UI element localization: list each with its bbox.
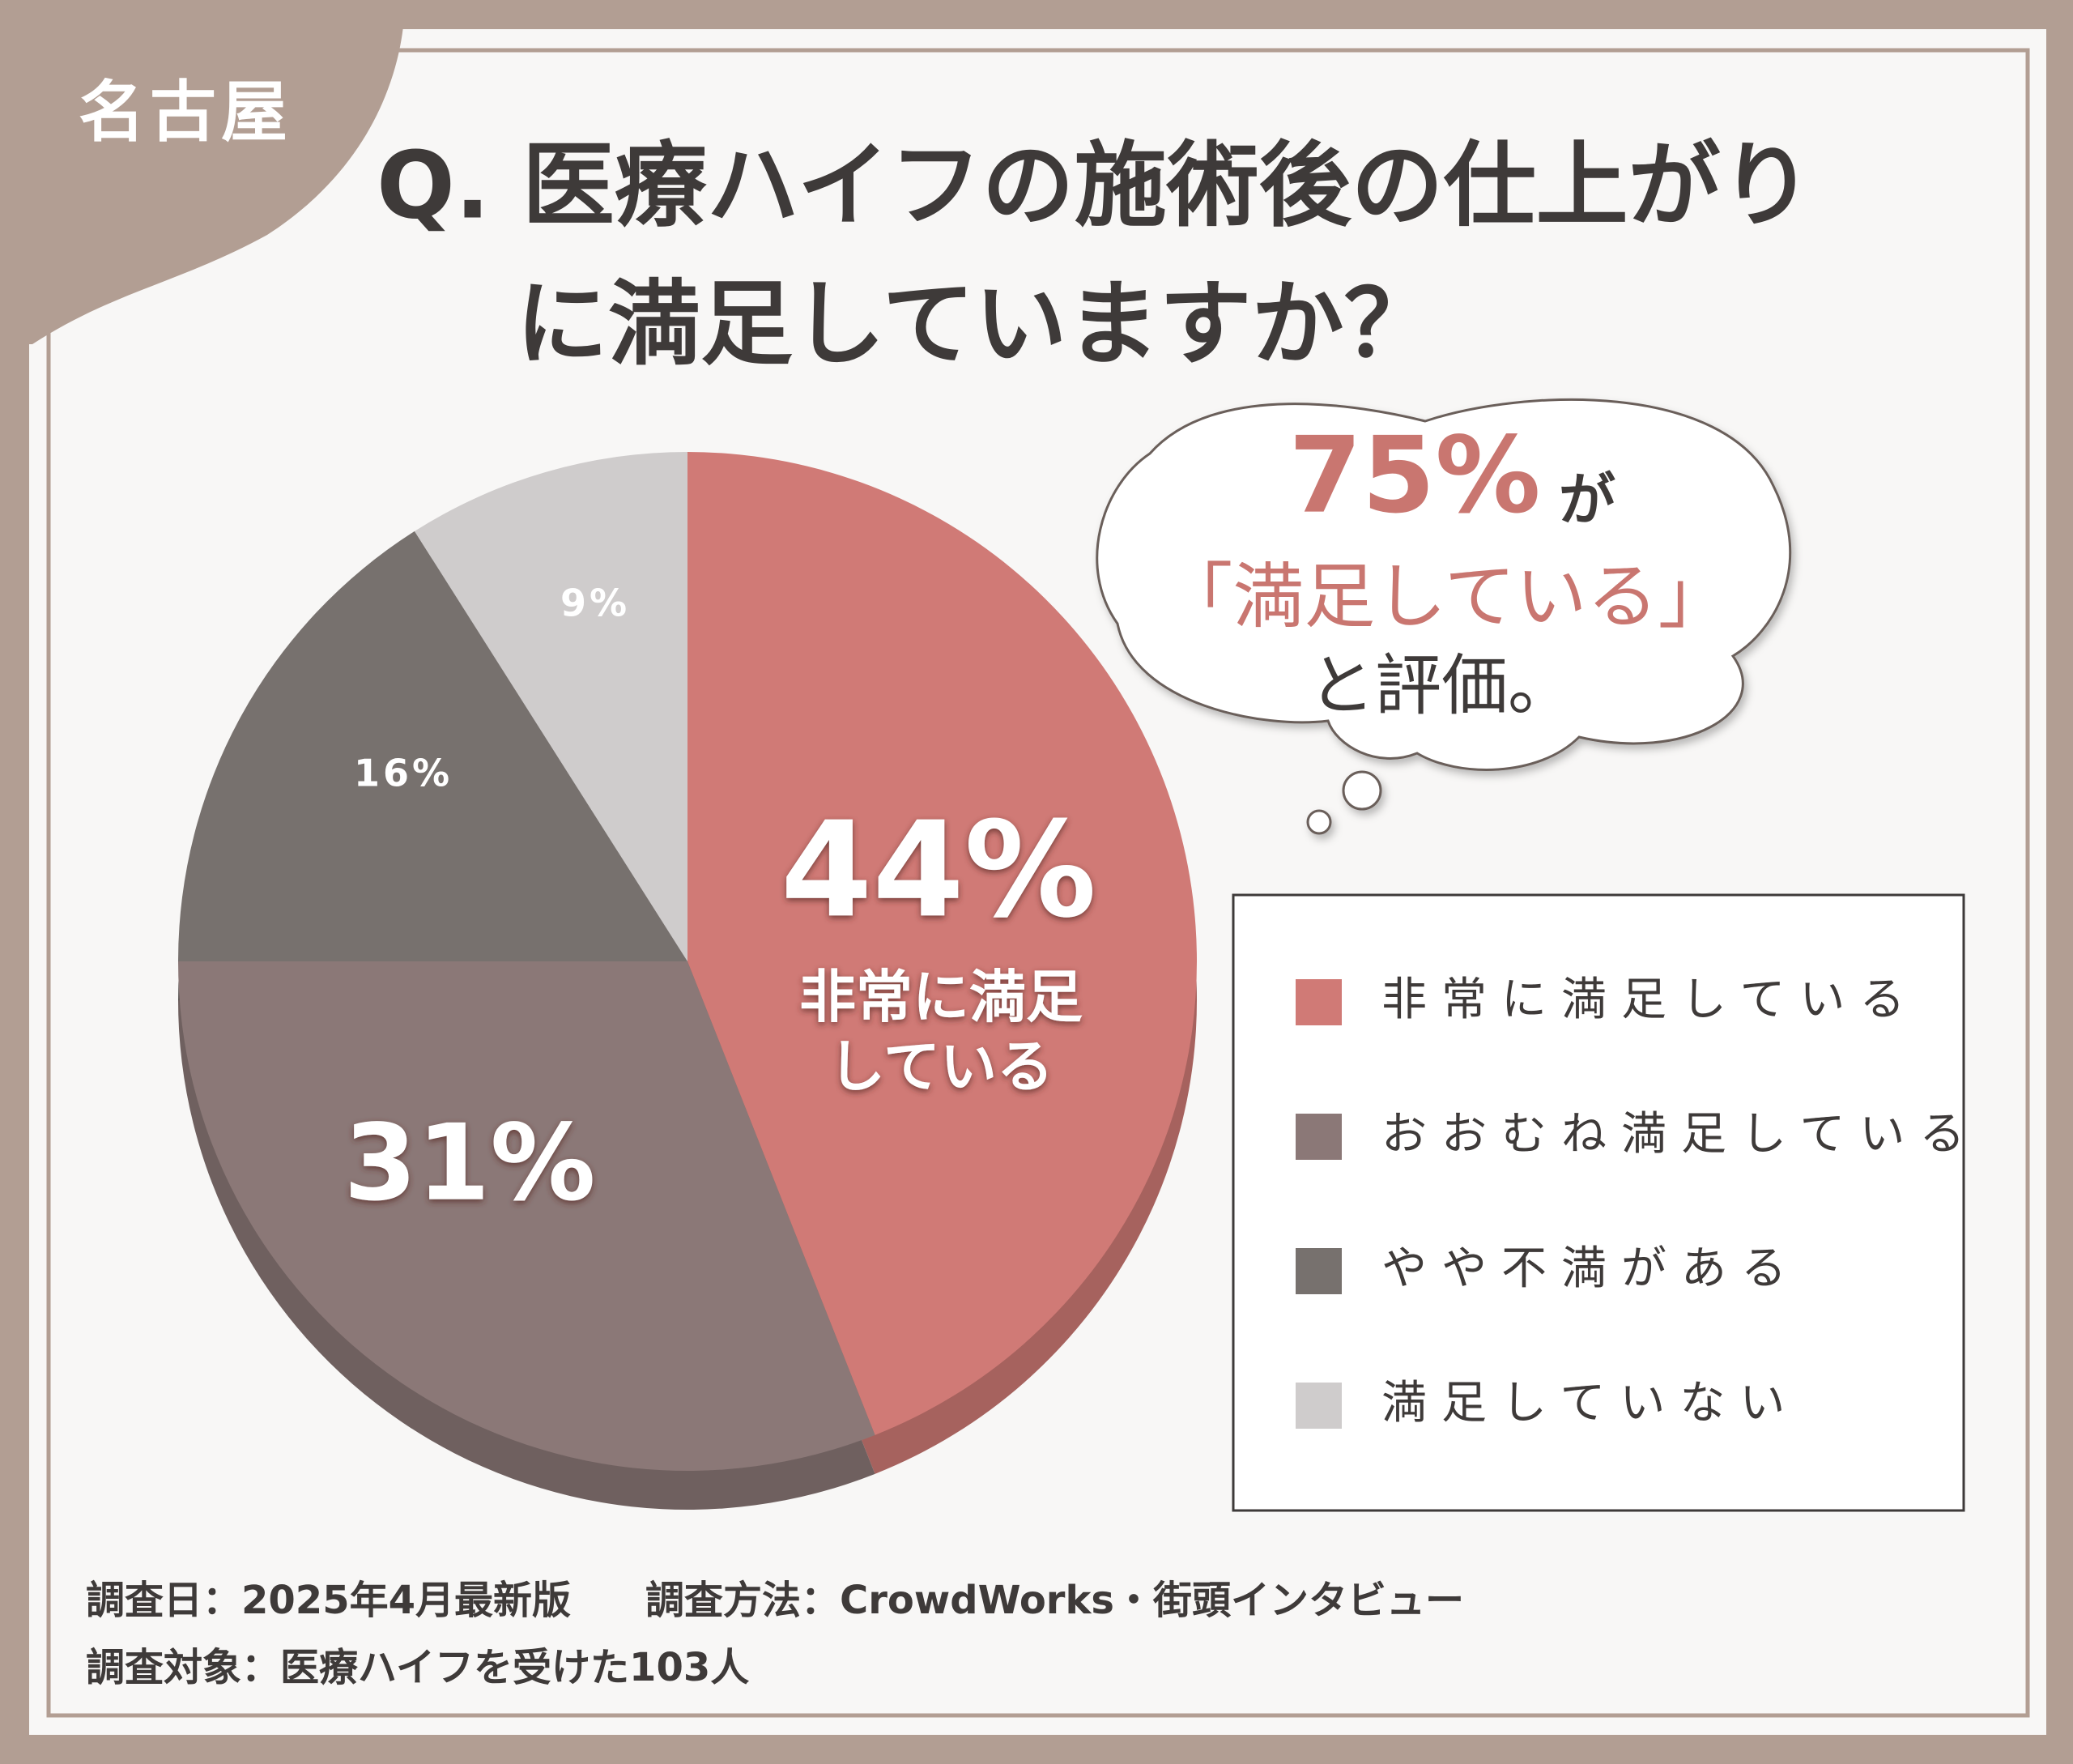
callout-text: が xyxy=(1559,467,1615,533)
callout-bubble xyxy=(1096,398,1792,771)
slice-annotation: 非常に満足 xyxy=(799,964,1083,1030)
badge-label: 名古屋 xyxy=(79,74,292,151)
value-label: 44% xyxy=(781,794,1096,947)
callout-dot xyxy=(1306,809,1332,835)
footnote: 調査日：2025年4月最新版 xyxy=(86,1578,571,1623)
footnote: 調査方法：CrowdWorks・街頭インタビュー xyxy=(645,1578,1464,1623)
badge-shape xyxy=(0,0,405,344)
pie-slice xyxy=(687,452,1198,1435)
chart-title: に満足していますか？ xyxy=(516,270,1437,377)
legend-label: やや不満がある xyxy=(1381,1242,1801,1295)
value-label: 16% xyxy=(354,752,453,795)
chart-title: Q. 医療ハイフの施術後の仕上がり xyxy=(377,131,1813,239)
legend-swatch xyxy=(1296,1114,1342,1160)
callout-text: と評価。 xyxy=(1309,647,1574,724)
pie-slice xyxy=(178,530,687,961)
legend-label: おおむね満足している xyxy=(1381,1108,1979,1161)
pie-slice xyxy=(178,961,875,1472)
panel-border xyxy=(46,48,2030,1718)
callout xyxy=(1096,398,1792,835)
callout-dot xyxy=(1342,770,1382,811)
callout-highlight: 75% xyxy=(1288,414,1540,537)
slice-annotation: している xyxy=(828,1033,1054,1100)
pie-slice xyxy=(414,452,687,961)
legend-label: 満足していない xyxy=(1381,1377,1799,1430)
legend-swatch xyxy=(1296,1383,1342,1429)
callout-quote: 「満足している」 xyxy=(1161,555,1729,638)
legend-swatch xyxy=(1296,979,1342,1025)
value-label: 31% xyxy=(343,1101,595,1225)
legend-swatch xyxy=(1296,1248,1342,1294)
legend-box xyxy=(1232,893,1965,1512)
footnote: 調査対象：医療ハイフを受けた103人 xyxy=(86,1645,749,1690)
legend-label: 非常に満足している xyxy=(1381,974,1919,1026)
pie xyxy=(178,452,1198,1510)
value-label: 9% xyxy=(560,582,630,625)
